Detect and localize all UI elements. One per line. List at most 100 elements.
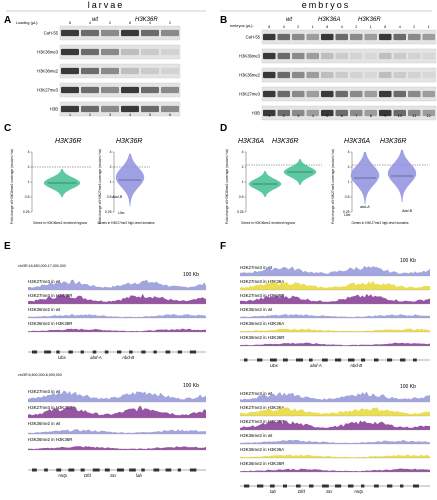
panel-b-genotype-k36r: H3K36R (358, 17, 381, 23)
blot-band (364, 109, 377, 117)
violin-tick-label: 1 (110, 180, 112, 184)
blot-band (306, 33, 319, 41)
blot-load-label: 4 (341, 25, 343, 29)
blot-band (101, 67, 119, 75)
blot-lane-number: 5 (326, 114, 328, 118)
gene-exon (165, 468, 172, 472)
blot-band (277, 52, 290, 60)
track-signal (240, 407, 430, 416)
track-signal (240, 420, 430, 430)
gene-exon (104, 468, 110, 472)
gene-exon (153, 350, 157, 354)
gene-label: abd-A (90, 355, 102, 360)
violin-tick-label: 0.25 (237, 210, 244, 214)
panel-d-genotype-1: H3K36A (238, 138, 264, 145)
blot-band (263, 71, 276, 79)
blot-row-label: H3B (50, 107, 58, 112)
blot-load-label: 2 (355, 25, 357, 29)
gene-exon (117, 468, 124, 472)
panel-c-ylabel-left: Fold change of H3K36me2 coverage (mutant… (10, 149, 14, 224)
blot-lane-number: 4 (312, 114, 314, 118)
panel-d: H3K36A H3K36R H3K36A H3K36R Fold change … (225, 138, 428, 225)
blot-band (422, 71, 435, 79)
blot-band (335, 71, 348, 79)
gene-exon (68, 468, 75, 472)
blot-band (292, 71, 305, 79)
blot-row-label: H3K36me2 (239, 73, 261, 78)
header-larvae: larvae (88, 0, 125, 10)
blot-band (141, 67, 159, 75)
blot-strip (261, 67, 437, 83)
blot-band (292, 90, 305, 98)
panel-c-xlabel-right: Genes in H3K27me3 high-level domains (97, 221, 154, 225)
track-label: H3K36me2 in wt (240, 433, 273, 438)
panel-letter-f: F (220, 241, 226, 252)
blot-band (422, 109, 435, 117)
blot-load-label: 2 (169, 21, 171, 25)
violin-tick-label: 0.25 (343, 210, 350, 214)
blot-band (61, 48, 79, 56)
gene-exon (104, 350, 109, 354)
panel-d-ylabel-left: Fold change of H3K36me2 coverage (mutant… (225, 149, 229, 224)
blot-band (101, 86, 119, 94)
gene-exon (153, 468, 160, 472)
blot-band (350, 52, 363, 60)
blot-band (61, 86, 79, 94)
track-signal (28, 390, 206, 402)
track-signal (28, 293, 206, 304)
track-signal (28, 446, 206, 450)
track-label: H3K27me3 in wt (240, 265, 273, 270)
gene-exon (296, 484, 301, 488)
blot-band (161, 105, 179, 113)
blot-band (335, 33, 348, 41)
blot-band (335, 52, 348, 60)
blot-band (364, 71, 377, 79)
gene-label: Scr (110, 473, 117, 478)
violin-tick-label: 2 (110, 165, 112, 169)
blot-lane-number: 8 (370, 114, 372, 118)
blot-lane-number: 3 (109, 113, 111, 117)
panel-e-scale-2: 100 Kb (183, 383, 199, 389)
blot-band (61, 29, 79, 37)
blot-lane-number: 6 (169, 113, 171, 117)
track-label: H3K36me2 in H3K36R (240, 461, 284, 466)
track-signal (240, 468, 430, 472)
blot-band (292, 109, 305, 117)
panel-letter-e: E (4, 241, 11, 252)
gene-exon (335, 484, 342, 488)
violin-tick-label: 2 (242, 165, 244, 169)
blot-load-label: 1 (428, 25, 430, 29)
track-label: H3K27me3 in H3K36A (240, 279, 284, 284)
gene-exon (322, 358, 328, 362)
blot-band (81, 48, 99, 56)
blot-band (393, 52, 406, 60)
panel-c-gene-ubx: Ubx (118, 211, 125, 215)
blot-band (81, 105, 99, 113)
gene-label: Antp (57, 473, 68, 478)
violin-tick-label: 4 (110, 150, 112, 154)
gene-label: Abd-B (349, 363, 362, 368)
gene-exon (32, 468, 37, 472)
blot-lane-number: 3 (297, 114, 299, 118)
blot-band (121, 29, 139, 37)
gene-exon (129, 350, 133, 354)
gene-exon (189, 468, 197, 472)
track-signal (240, 328, 430, 332)
blot-lane-number: 2 (283, 114, 285, 118)
gene-exon (374, 484, 379, 488)
blot-band (81, 67, 99, 75)
violin-tick-label: 4 (28, 150, 30, 154)
violin-tick-label: 1 (348, 180, 350, 184)
blot-band (121, 67, 139, 75)
track-label: H3K27me3 in H3K36R (28, 293, 72, 298)
panel-d-xlabel-left: Genes in H3K36me2 enriched regions (241, 221, 295, 225)
gene-exon (296, 358, 303, 362)
violin-tick-label: 0.25 (105, 210, 112, 214)
blot-band (350, 71, 363, 79)
blot-band (101, 29, 119, 37)
panel-letter-c: C (4, 123, 11, 134)
blot-band (408, 33, 421, 41)
panel-d-ylabel-right: Fold change of H3K27me3 coverage (mutant… (331, 149, 335, 224)
gene-exon (374, 358, 379, 362)
gene-exon (309, 358, 313, 362)
